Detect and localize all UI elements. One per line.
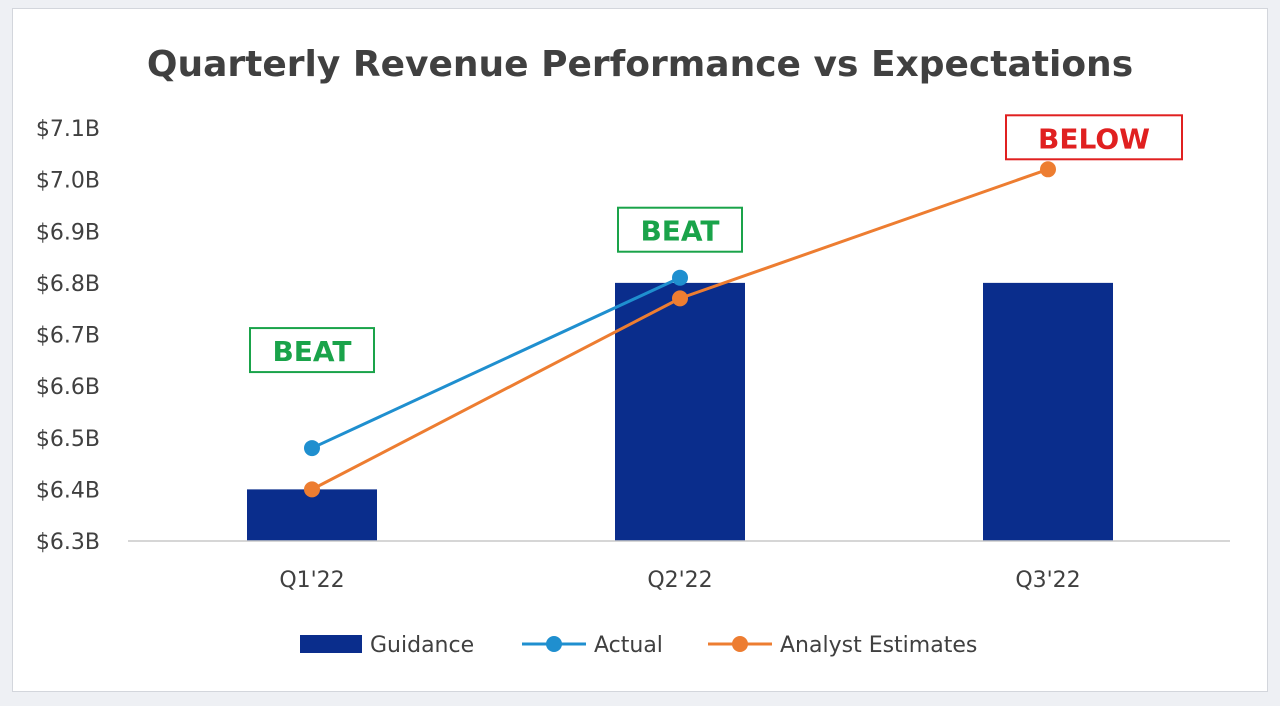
legend-label-analyst-estimates: Analyst Estimates (780, 633, 977, 658)
x-axis: Q1'22 Q2'22 Q3'22 (279, 568, 1080, 593)
annotation-label: BEAT (272, 335, 351, 368)
annotation-label: BEAT (640, 215, 719, 248)
annotation-box (1005, 114, 1183, 161)
y-tick-label: $6.4B (36, 478, 100, 503)
bar-guidance (615, 282, 745, 541)
legend-marker-analyst-estimates (732, 636, 748, 652)
y-tick-label: $6.5B (36, 427, 100, 452)
annotation-box (249, 327, 375, 374)
point-actual (304, 440, 320, 457)
point-actual (672, 269, 688, 286)
bar-guidance (247, 489, 377, 541)
x-tick-label: Q1'22 (279, 568, 344, 593)
y-tick-label: $6.3B (36, 530, 100, 555)
legend-marker-actual (546, 636, 562, 652)
y-tick-label: $6.8B (36, 272, 100, 297)
chart-title: Quarterly Revenue Performance vs Expecta… (147, 44, 1133, 85)
x-tick-label: Q2'22 (647, 568, 712, 593)
point-analyst-estimates (304, 481, 320, 498)
annotation-label: BELOW (1038, 122, 1150, 155)
y-axis: $6.3B $6.4B $6.5B $6.6B $6.7B $6.8B $6.9B $7.0B… (36, 117, 100, 555)
point-analyst-estimates (672, 290, 688, 307)
y-tick-label: $6.6B (36, 375, 100, 400)
legend-swatch-guidance (300, 635, 362, 653)
legend-label-guidance: Guidance (370, 633, 474, 658)
bar-guidance (983, 282, 1113, 541)
x-tick-label: Q3'22 (1015, 568, 1080, 593)
legend: Guidance Actual Analyst Estimates (300, 633, 977, 658)
y-tick-label: $6.9B (36, 220, 100, 245)
annotation-box (617, 206, 743, 253)
y-tick-label: $6.7B (36, 324, 100, 349)
line-actual (311, 276, 681, 450)
point-analyst-estimates (1040, 161, 1056, 178)
lines-layer (304, 161, 1056, 498)
legend-label-actual: Actual (594, 633, 663, 658)
annotations-layer: BEAT BEAT BELOW (249, 114, 1183, 374)
y-tick-label: $7.0B (36, 169, 100, 194)
y-tick-label: $7.1B (36, 117, 100, 142)
bars-layer (247, 282, 1113, 541)
